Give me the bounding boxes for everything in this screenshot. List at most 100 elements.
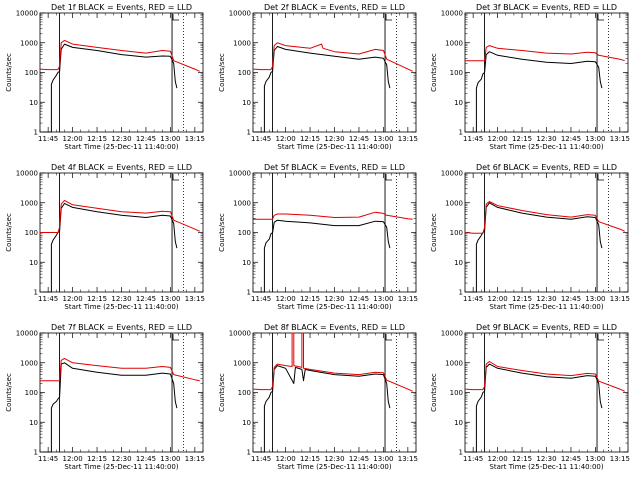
end-bracket-mark bbox=[597, 174, 605, 181]
y-tick-label: 100 bbox=[238, 229, 251, 237]
y-tick-label: 100 bbox=[238, 69, 251, 77]
x-axis-label: Start Time (25-Dec-11 11:40:00) bbox=[489, 463, 603, 471]
y-tick-label: 10 bbox=[242, 259, 251, 267]
end-bracket-mark bbox=[597, 334, 605, 341]
x-tick-label: 13:00 bbox=[160, 135, 180, 143]
x-tick-label: 11:45 bbox=[251, 455, 271, 463]
y-tick-label: 10 bbox=[454, 259, 463, 267]
x-tick-label: 12:15 bbox=[87, 135, 107, 143]
end-bracket-mark bbox=[385, 14, 393, 21]
events-series-line bbox=[256, 219, 391, 293]
lld-series-line bbox=[40, 199, 200, 233]
x-tick-label: 12:45 bbox=[349, 295, 369, 303]
end-bracket-mark bbox=[385, 174, 393, 181]
plot-frame bbox=[252, 12, 417, 133]
lld-series-line bbox=[40, 357, 200, 382]
x-tick-label: 12:45 bbox=[561, 455, 581, 463]
x-tick-label: 13:15 bbox=[610, 455, 630, 463]
chart-title: Det 6f BLACK = Events, RED = LLD bbox=[476, 163, 617, 172]
x-tick-label: 11:45 bbox=[251, 135, 271, 143]
y-tick-label: 1000 bbox=[233, 359, 251, 367]
y-tick-label: 10 bbox=[454, 419, 463, 427]
end-bracket-mark bbox=[597, 14, 605, 21]
end-bracket-mark bbox=[385, 334, 393, 341]
y-tick-label: 100 bbox=[450, 229, 463, 237]
chart-panel-3: 1 10 100 1000 10000 11:45 12:00 12:15 12:30 12:45… bbox=[430, 3, 630, 151]
y-tick-label: 1 bbox=[34, 289, 38, 297]
y-axis-label: Counts/sec bbox=[218, 53, 226, 92]
y-tick-label: 100 bbox=[25, 69, 38, 77]
y-tick-label: 100 bbox=[25, 389, 38, 397]
x-tick-label: 12:15 bbox=[512, 455, 532, 463]
y-tick-label: 10 bbox=[242, 419, 251, 427]
y-tick-label: 10000 bbox=[229, 170, 251, 178]
x-tick-label: 13:15 bbox=[610, 295, 630, 303]
x-tick-label: 12:30 bbox=[536, 135, 556, 143]
x-tick-label: 13:00 bbox=[585, 455, 605, 463]
x-tick-label: 11:45 bbox=[38, 135, 58, 143]
lld-series-line bbox=[39, 39, 200, 72]
lld-series-line bbox=[253, 211, 413, 220]
chart-title: Det 5f BLACK = Events, RED = LLD bbox=[264, 163, 405, 172]
y-axis-label: Counts/sec bbox=[5, 213, 13, 252]
x-tick-label: 12:45 bbox=[136, 135, 156, 143]
chart-panel-5: 1 10 100 1000 10000 11:45 12:00 12:15 12:30 12:45… bbox=[218, 163, 418, 311]
plot-frame bbox=[252, 332, 417, 453]
chart-title: Det 7f BLACK = Events, RED = LLD bbox=[51, 323, 192, 332]
x-tick-label: 11:45 bbox=[463, 455, 483, 463]
y-tick-label: 10 bbox=[242, 99, 251, 107]
x-tick-label: 13:15 bbox=[610, 135, 630, 143]
x-tick-label: 12:45 bbox=[136, 455, 156, 463]
x-tick-label: 12:15 bbox=[87, 295, 107, 303]
x-tick-label: 12:30 bbox=[324, 295, 344, 303]
y-tick-label: 100 bbox=[450, 69, 463, 77]
y-tick-label: 100 bbox=[238, 389, 251, 397]
x-tick-label: 13:00 bbox=[160, 295, 180, 303]
x-tick-label: 12:30 bbox=[324, 135, 344, 143]
y-tick-label: 1 bbox=[459, 129, 463, 137]
y-tick-label: 1 bbox=[247, 449, 251, 457]
y-tick-label: 1 bbox=[247, 129, 251, 137]
y-tick-label: 1000 bbox=[20, 39, 38, 47]
x-axis-label: Start Time (25-Dec-11 11:40:00) bbox=[64, 143, 178, 151]
x-tick-label: 12:15 bbox=[87, 455, 107, 463]
x-tick-label: 12:00 bbox=[488, 295, 508, 303]
x-tick-label: 13:15 bbox=[398, 295, 418, 303]
x-tick-label: 12:30 bbox=[536, 295, 556, 303]
end-bracket-mark bbox=[172, 14, 180, 21]
y-tick-label: 1000 bbox=[445, 39, 463, 47]
chart-title: Det 8f BLACK = Events, RED = LLD bbox=[264, 323, 405, 332]
y-axis-label: Counts/sec bbox=[218, 373, 226, 412]
x-tick-label: 13:15 bbox=[185, 295, 205, 303]
x-tick-label: 13:15 bbox=[398, 135, 418, 143]
chart-title: Det 1f BLACK = Events, RED = LLD bbox=[51, 3, 192, 12]
y-tick-label: 100 bbox=[25, 229, 38, 237]
x-tick-label: 12:45 bbox=[561, 135, 581, 143]
x-tick-label: 12:00 bbox=[276, 455, 296, 463]
events-series-line bbox=[256, 365, 391, 453]
y-tick-label: 1000 bbox=[445, 359, 463, 367]
x-tick-label: 12:45 bbox=[561, 295, 581, 303]
x-tick-label: 11:45 bbox=[463, 295, 483, 303]
x-axis-label: Start Time (25-Dec-11 11:40:00) bbox=[489, 143, 603, 151]
chart-panel-7: 1 10 100 1000 10000 11:45 12:00 12:15 12:30 12:45… bbox=[5, 323, 205, 471]
chart-panel-6: 1 10 100 1000 10000 11:45 12:00 12:15 12:30 12:45… bbox=[430, 163, 630, 311]
x-tick-label: 12:00 bbox=[63, 135, 83, 143]
events-series-line bbox=[256, 46, 391, 133]
y-tick-label: 10000 bbox=[441, 10, 463, 18]
x-tick-label: 13:00 bbox=[585, 295, 605, 303]
plot-frame bbox=[39, 12, 204, 133]
x-tick-label: 12:15 bbox=[512, 135, 532, 143]
end-bracket-mark bbox=[172, 334, 180, 341]
x-axis-label: Start Time (25-Dec-11 11:40:00) bbox=[489, 303, 603, 311]
x-tick-label: 13:00 bbox=[373, 135, 393, 143]
x-tick-label: 11:45 bbox=[463, 135, 483, 143]
lld-series-line bbox=[252, 332, 413, 392]
chart-title: Det 2f BLACK = Events, RED = LLD bbox=[264, 3, 405, 12]
x-tick-label: 12:30 bbox=[324, 455, 344, 463]
x-tick-label: 12:30 bbox=[536, 455, 556, 463]
y-tick-label: 1 bbox=[34, 129, 38, 137]
x-tick-label: 13:15 bbox=[185, 135, 205, 143]
y-tick-label: 1000 bbox=[20, 199, 38, 207]
